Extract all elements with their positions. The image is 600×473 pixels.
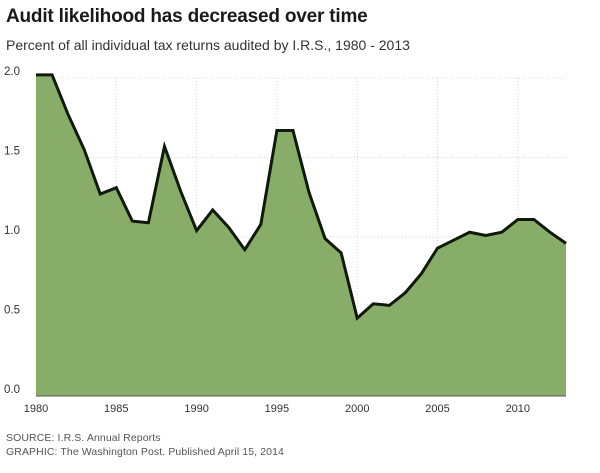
x-axis-labels: 1980 1985 1990 1995 2000 2005 2010	[24, 403, 530, 415]
x-tick-label: 1985	[104, 403, 128, 415]
y-axis-labels: 0.0 0.5 1.0 1.5 2.0	[4, 66, 20, 396]
series-line	[36, 73, 567, 321]
x-tick-label: 2005	[425, 403, 449, 415]
y-tick-label: 1.0	[4, 225, 20, 237]
x-tick-label: 2000	[345, 403, 369, 415]
area-layer	[36, 73, 567, 397]
graphic-credit: GRAPHIC: The Washington Post. Published …	[6, 446, 284, 458]
y-tick-label: 2.0	[4, 66, 20, 78]
x-tick-label: 2010	[506, 403, 530, 415]
chart-title: Audit likelihood has decreased over time	[6, 6, 368, 27]
area-fill	[36, 74, 566, 396]
y-tick-label: 0.5	[4, 305, 20, 317]
y-tick-label: 1.5	[4, 146, 20, 158]
source-note: SOURCE: I.R.S. Annual Reports	[6, 432, 161, 444]
x-tick-label: 1995	[265, 403, 289, 415]
chart-subtitle: Percent of all individual tax returns au…	[6, 37, 410, 53]
x-tick-label: 1980	[24, 403, 48, 415]
y-tick-label: 0.0	[4, 384, 20, 396]
x-tick-label: 1990	[184, 403, 208, 415]
